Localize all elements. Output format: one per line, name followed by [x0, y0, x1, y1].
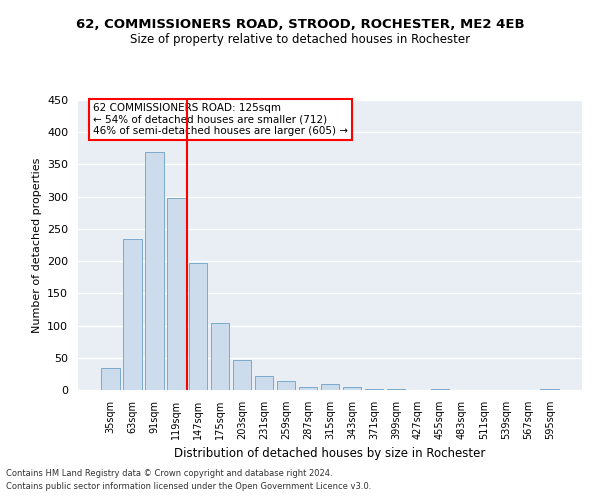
- Bar: [277, 381, 295, 390]
- Bar: [211, 323, 229, 390]
- Bar: [101, 368, 119, 390]
- Bar: [343, 388, 361, 390]
- Bar: [123, 239, 142, 390]
- Text: Contains HM Land Registry data © Crown copyright and database right 2024.: Contains HM Land Registry data © Crown c…: [6, 468, 332, 477]
- Bar: [255, 376, 274, 390]
- Bar: [189, 263, 208, 390]
- X-axis label: Distribution of detached houses by size in Rochester: Distribution of detached houses by size …: [175, 448, 485, 460]
- Y-axis label: Number of detached properties: Number of detached properties: [32, 158, 41, 332]
- Text: Size of property relative to detached houses in Rochester: Size of property relative to detached ho…: [130, 32, 470, 46]
- Bar: [541, 388, 559, 390]
- Text: 62, COMMISSIONERS ROAD, STROOD, ROCHESTER, ME2 4EB: 62, COMMISSIONERS ROAD, STROOD, ROCHESTE…: [76, 18, 524, 30]
- Bar: [299, 388, 317, 390]
- Text: 62 COMMISSIONERS ROAD: 125sqm
← 54% of detached houses are smaller (712)
46% of : 62 COMMISSIONERS ROAD: 125sqm ← 54% of d…: [93, 103, 348, 136]
- Text: Contains public sector information licensed under the Open Government Licence v3: Contains public sector information licen…: [6, 482, 371, 491]
- Bar: [167, 198, 185, 390]
- Bar: [320, 384, 340, 390]
- Bar: [233, 360, 251, 390]
- Bar: [145, 152, 164, 390]
